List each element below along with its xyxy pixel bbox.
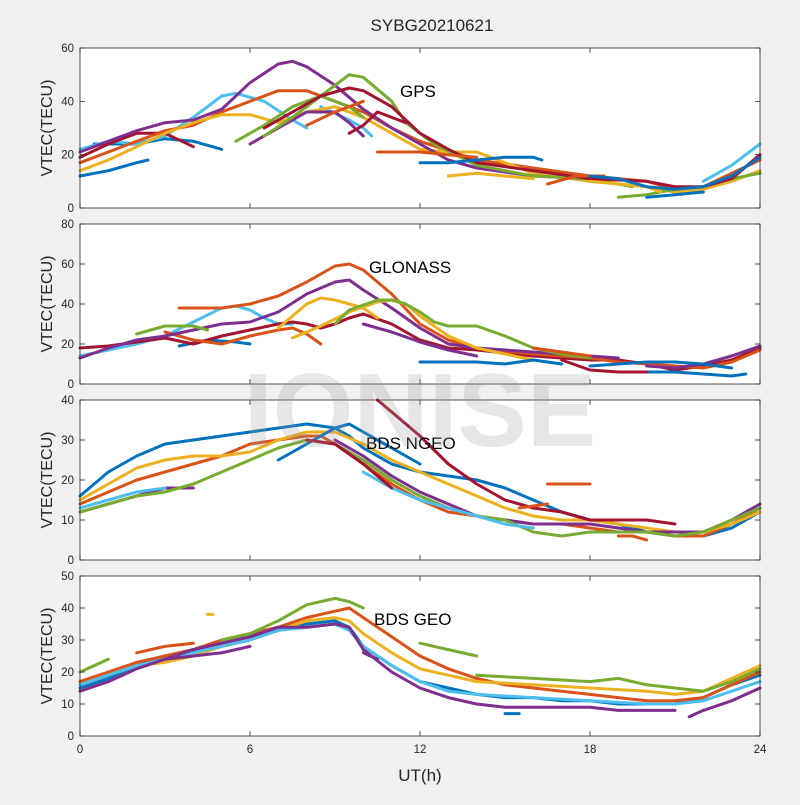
y-tick-label: 40 xyxy=(61,395,74,407)
series-line-7 xyxy=(475,667,762,693)
series-line-13 xyxy=(645,370,748,378)
panel-label: GLONASS xyxy=(369,258,451,277)
y-tick-label: 20 xyxy=(61,475,74,487)
series-line-14 xyxy=(531,346,592,358)
x-tick-label: 18 xyxy=(584,744,597,756)
panel-label: BDS NGEO xyxy=(366,434,456,453)
series-line-12 xyxy=(588,360,734,370)
x-axis-label: UT(h) xyxy=(398,766,441,785)
series-line-10 xyxy=(687,686,762,719)
series-line-19 xyxy=(588,179,663,194)
y-tick-label: 20 xyxy=(61,667,74,679)
series-line-20 xyxy=(588,155,762,191)
x-tick-label: 12 xyxy=(414,744,427,756)
series-line-4 xyxy=(78,657,110,674)
y-tick-label: 40 xyxy=(61,299,74,311)
y-tick-label: 40 xyxy=(61,96,74,108)
subplot-0: 0 20 40 60 VTEC(TECU) GPS xyxy=(39,43,762,215)
y-tick-label: 30 xyxy=(61,435,74,447)
y-tick-label: 0 xyxy=(68,555,74,567)
y-tick-label: 60 xyxy=(61,259,74,271)
series-line-4 xyxy=(78,131,195,159)
x-tick-label: 0 xyxy=(77,744,83,756)
series-line-9 xyxy=(135,324,209,336)
y-tick-label: 50 xyxy=(61,571,74,583)
series-line-16 xyxy=(418,155,544,165)
y-tick-label: 40 xyxy=(61,603,74,615)
y-axis-label: VTEC(TECU) xyxy=(39,432,56,529)
y-tick-label: 20 xyxy=(61,150,74,162)
series-line-2 xyxy=(78,430,762,534)
watermark: IONISE xyxy=(244,353,597,469)
series-line-10 xyxy=(305,438,394,490)
series-line-4 xyxy=(177,262,762,370)
y-tick-label: 60 xyxy=(61,43,74,55)
y-tick-label: 0 xyxy=(68,731,74,743)
series-line-6 xyxy=(276,422,422,466)
series-line-7 xyxy=(276,296,379,330)
y-axis-label: VTEC(TECU) xyxy=(39,256,56,353)
series-line-13 xyxy=(616,534,649,542)
y-tick-label: 20 xyxy=(61,339,74,351)
x-tick-label: 6 xyxy=(247,744,253,756)
series-line-16 xyxy=(361,322,479,358)
series-line-14 xyxy=(361,651,379,661)
series-line-9 xyxy=(376,398,677,526)
series-line-22 xyxy=(701,142,762,183)
series-line-3 xyxy=(78,622,762,706)
series-line-11 xyxy=(418,358,564,366)
y-tick-label: 0 xyxy=(68,203,74,215)
panel-label: GPS xyxy=(400,82,436,101)
series-line-2 xyxy=(78,91,309,151)
series-line-8 xyxy=(78,622,677,712)
subplot-1: 0 20 40 60 80 VTEC(TECU) GLONASS xyxy=(39,219,762,391)
series-line-11 xyxy=(517,502,549,510)
series-line-0 xyxy=(78,158,150,178)
series-line-15 xyxy=(560,358,649,374)
subplot-2: 0 10 20 30 40 VTEC(TECU) BDS NGEO xyxy=(39,395,762,567)
series-line-21 xyxy=(645,190,705,199)
x-tick-label: 24 xyxy=(754,744,767,756)
series-line-5 xyxy=(220,596,365,642)
figure-title: SYBG20210621 xyxy=(371,16,494,35)
panel-label: BDS GEO xyxy=(374,610,451,629)
series-line-7 xyxy=(78,59,620,181)
series-line-13 xyxy=(347,110,408,135)
y-tick-label: 10 xyxy=(61,515,74,527)
series-line-11 xyxy=(135,641,195,655)
y-axis-label: VTEC(TECU) xyxy=(39,608,56,705)
plot-area xyxy=(80,224,760,384)
y-axis-label: VTEC(TECU) xyxy=(39,80,56,177)
series-line-17 xyxy=(446,171,535,181)
series-line-14 xyxy=(376,150,479,159)
series-line-9 xyxy=(163,644,252,661)
y-tick-label: 10 xyxy=(61,699,74,711)
subplot-3: 0 10 20 30 40 50 0 6 12 18 24 VTEC(TECU) BDS GEO xyxy=(39,571,767,756)
series-line-10 xyxy=(234,94,365,143)
y-tick-label: 80 xyxy=(61,219,74,231)
y-tick-label: 30 xyxy=(61,635,74,647)
series-line-7 xyxy=(78,486,167,510)
series-line-5 xyxy=(78,438,762,538)
y-tick-label: 0 xyxy=(68,379,74,391)
series-line-6 xyxy=(418,641,479,658)
series-line-15 xyxy=(305,99,365,127)
